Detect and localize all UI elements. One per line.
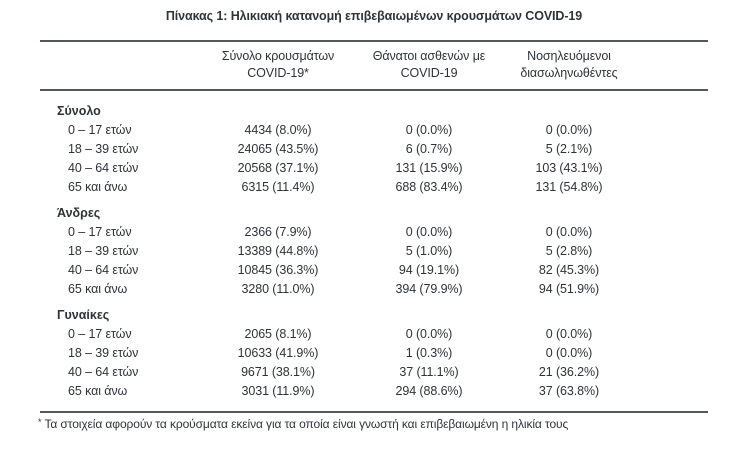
cell-total-cases: 10633 (41.9%) [237, 346, 319, 360]
cell-intubated: 0 (0.0%) [545, 346, 593, 360]
cell-total-cases: 10845 (36.3%) [237, 263, 319, 277]
section-label: Γυναίκες [57, 308, 110, 322]
column-header-line: COVID-19 [400, 66, 458, 80]
section-row-women: Γυναίκες [40, 306, 708, 325]
column-header-line: Νοσηλευόμενοι [527, 49, 611, 63]
cell-total-cases: 9671 (38.1%) [241, 365, 315, 379]
age-distribution-table: Σύνολο κρουσμάτων COVID-19* Θάνατοι ασθε… [40, 40, 708, 413]
table-row: 0 – 17 ετών 4434 (8.0%) 0 (0.0%) 0 (0.0%… [40, 121, 708, 140]
cell-deaths: 37 (11.1%) [399, 365, 459, 379]
table-row: 65 και άνω 3280 (11.0%) 394 (79.9%) 94 (… [40, 280, 708, 299]
row-label: 65 και άνω [68, 384, 128, 398]
column-header-intubated: Νοσηλευόμενοι διασωληνωθέντες [494, 48, 644, 82]
table-body: Σύνολο 0 – 17 ετών 4434 (8.0%) 0 (0.0%) … [40, 91, 708, 411]
table-row: 0 – 17 ετών 2366 (7.9%) 0 (0.0%) 0 (0.0%… [40, 223, 708, 242]
table-row: 18 – 39 ετών 10633 (41.9%) 1 (0.3%) 0 (0… [40, 344, 708, 363]
row-label: 40 – 64 ετών [68, 263, 139, 277]
cell-intubated: 0 (0.0%) [545, 225, 593, 239]
footnote: * Τα στοιχεία αφορούν τα κρούσματα εκείν… [38, 417, 737, 431]
cell-intubated: 82 (45.3%) [538, 263, 600, 277]
cell-total-cases: 4434 (8.0%) [244, 123, 312, 137]
row-label: 40 – 64 ετών [68, 161, 139, 175]
table-row: 40 – 64 ετών 9671 (38.1%) 37 (11.1%) 21 … [40, 363, 708, 382]
cell-intubated: 0 (0.0%) [545, 123, 593, 137]
cell-total-cases: 24065 (43.5%) [237, 142, 319, 156]
cell-intubated: 0 (0.0%) [545, 327, 593, 341]
cell-deaths: 1 (0.3%) [405, 346, 453, 360]
table-row: 18 – 39 ετών 13389 (44.8%) 5 (1.0%) 5 (2… [40, 242, 708, 261]
column-header-line: Θάνατοι ασθενών με [372, 49, 486, 63]
row-label: 0 – 17 ετών [68, 327, 132, 341]
column-header-line: Σύνολο κρουσμάτων [221, 49, 335, 63]
footnote-text: Τα στοιχεία αφορούν τα κρούσματα εκείνα … [44, 417, 569, 431]
cell-deaths: 0 (0.0%) [405, 225, 453, 239]
cell-deaths: 0 (0.0%) [405, 123, 453, 137]
report-page: Πίνακας 1: Ηλικιακή κατανομή επιβεβαιωμέ… [38, 9, 737, 431]
cell-intubated: 131 (54.8%) [535, 180, 603, 194]
cell-intubated: 5 (2.8%) [545, 244, 593, 258]
column-header-deaths: Θάνατοι ασθενών με COVID-19 [364, 48, 494, 82]
cell-total-cases: 2366 (7.9%) [244, 225, 312, 239]
cell-total-cases: 3031 (11.9%) [241, 384, 315, 398]
row-label: 18 – 39 ετών [68, 346, 139, 360]
cell-deaths: 394 (79.9%) [395, 282, 463, 296]
cell-total-cases: 2065 (8.1%) [244, 327, 312, 341]
section-label: Άνδρες [57, 206, 101, 220]
cell-total-cases: 6315 (11.4%) [241, 180, 315, 194]
cell-intubated: 94 (51.9%) [538, 282, 600, 296]
row-label: 18 – 39 ετών [68, 142, 139, 156]
table-row: 65 και άνω 6315 (11.4%) 688 (83.4%) 131 … [40, 178, 708, 197]
table-header-row: Σύνολο κρουσμάτων COVID-19* Θάνατοι ασθε… [40, 42, 708, 91]
footnote-marker: * [38, 417, 42, 427]
table-row: 65 και άνω 3031 (11.9%) 294 (88.6%) 37 (… [40, 382, 708, 401]
row-label: 65 και άνω [68, 282, 128, 296]
table-row: 18 – 39 ετών 24065 (43.5%) 6 (0.7%) 5 (2… [40, 140, 708, 159]
cell-deaths: 131 (15.9%) [395, 161, 463, 175]
table-row: 0 – 17 ετών 2065 (8.1%) 0 (0.0%) 0 (0.0%… [40, 325, 708, 344]
cell-deaths: 688 (83.4%) [395, 180, 463, 194]
row-label: 65 και άνω [68, 180, 128, 194]
section-label: Σύνολο [57, 104, 101, 118]
cell-intubated: 103 (43.1%) [535, 161, 603, 175]
row-label: 0 – 17 ετών [68, 225, 132, 239]
column-header-line: COVID-19* [247, 66, 309, 80]
table-row: 40 – 64 ετών 10845 (36.3%) 94 (19.1%) 82… [40, 261, 708, 280]
cell-total-cases: 13389 (44.8%) [237, 244, 319, 258]
column-header-total-cases: Σύνολο κρουσμάτων COVID-19* [192, 48, 364, 82]
cell-deaths: 294 (88.6%) [395, 384, 463, 398]
cell-total-cases: 3280 (11.0%) [241, 282, 315, 296]
corner-cell [40, 48, 192, 82]
cell-deaths: 0 (0.0%) [405, 327, 453, 341]
cell-deaths: 5 (1.0%) [405, 244, 453, 258]
section-row-total: Σύνολο [40, 102, 708, 121]
section-row-men: Άνδρες [40, 204, 708, 223]
row-label: 0 – 17 ετών [68, 123, 132, 137]
cell-intubated: 37 (63.8%) [538, 384, 600, 398]
column-header-line: διασωληνωθέντες [520, 66, 618, 80]
cell-intubated: 5 (2.1%) [545, 142, 593, 156]
cell-deaths: 6 (0.7%) [405, 142, 453, 156]
row-label: 18 – 39 ετών [68, 244, 139, 258]
cell-deaths: 94 (19.1%) [398, 263, 460, 277]
row-label: 40 – 64 ετών [68, 365, 139, 379]
table-row: 40 – 64 ετών 20568 (37.1%) 131 (15.9%) 1… [40, 159, 708, 178]
cell-total-cases: 20568 (37.1%) [237, 161, 319, 175]
page-title: Πίνακας 1: Ηλικιακή κατανομή επιβεβαιωμέ… [165, 9, 583, 23]
cell-intubated: 21 (36.2%) [538, 365, 600, 379]
